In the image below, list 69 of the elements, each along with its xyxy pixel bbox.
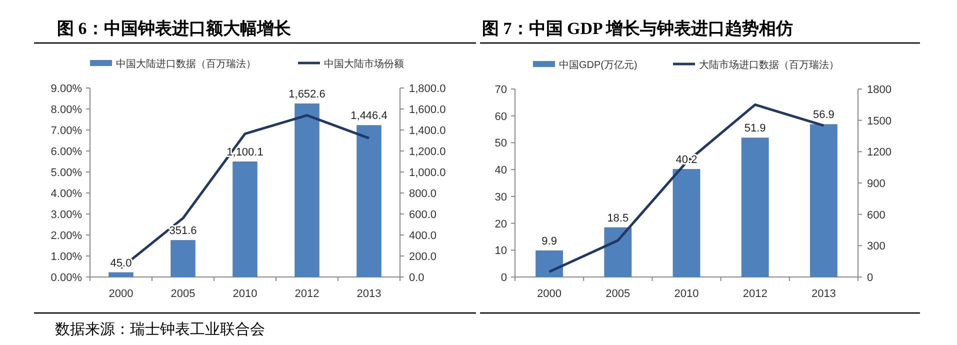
data-label: 51.9 bbox=[744, 122, 766, 135]
y2-tick-label: 1,400.0 bbox=[409, 125, 446, 137]
x-tick-label: 2010 bbox=[674, 288, 699, 300]
legend-label: 中国大陆市场份额 bbox=[324, 58, 404, 70]
x-tick-label: 2005 bbox=[606, 288, 630, 300]
y2-tick-label: 0.0 bbox=[409, 272, 424, 284]
y2-tick-label: 800.0 bbox=[409, 188, 437, 200]
legend-label: 大陆市场进口数据（百万瑞法） bbox=[699, 59, 839, 71]
y2-tick-label: 1,600.0 bbox=[409, 104, 446, 116]
y2-tick-label: 1500 bbox=[867, 115, 892, 128]
y-tick-label: 1.00% bbox=[50, 251, 82, 263]
data-label: 56.9 bbox=[812, 109, 834, 122]
source-note: 数据来源：瑞士钟表工业联合会 bbox=[55, 321, 265, 338]
data-label: 351.6 bbox=[169, 225, 197, 238]
bar bbox=[810, 124, 838, 277]
x-tick-label: 2013 bbox=[811, 288, 836, 300]
chart-title: 图 6：中国钟表进口额大幅增长 bbox=[57, 19, 292, 38]
bar bbox=[536, 250, 564, 277]
bar bbox=[356, 125, 382, 277]
bar bbox=[108, 272, 134, 277]
y-tick-label: 60 bbox=[494, 110, 507, 123]
bar bbox=[294, 103, 320, 277]
legend-label: 中国大陆进口数据（百万瑞法） bbox=[116, 58, 256, 70]
y-tick-label: 8.00% bbox=[50, 104, 82, 116]
y-tick-label: 30 bbox=[494, 191, 507, 204]
y2-tick-label: 600.0 bbox=[409, 209, 437, 221]
y-tick-label: 50 bbox=[494, 138, 507, 150]
x-tick-label: 2012 bbox=[294, 288, 320, 300]
data-label: 18.5 bbox=[607, 212, 629, 224]
bar bbox=[672, 169, 700, 277]
y-tick-label: 6.00% bbox=[50, 146, 82, 158]
data-label: 1,446.4 bbox=[350, 110, 388, 122]
y-tick-label: 9.00% bbox=[50, 83, 82, 95]
y-tick-label: 10 bbox=[494, 245, 507, 258]
y2-tick-label: 0 bbox=[867, 272, 874, 284]
bar bbox=[170, 240, 196, 277]
y2-tick-label: 1,200.0 bbox=[409, 146, 446, 158]
y2-tick-label: 600 bbox=[867, 209, 886, 222]
x-tick-label: 2010 bbox=[232, 288, 258, 300]
y-tick-label: 0 bbox=[500, 272, 507, 284]
legend-label: 中国GDP(万亿元) bbox=[559, 59, 638, 71]
y-tick-label: 5.00% bbox=[50, 167, 82, 179]
data-label: 1,652.6 bbox=[288, 88, 326, 100]
x-tick-label: 2000 bbox=[108, 288, 134, 300]
bar bbox=[604, 227, 632, 277]
y-tick-label: 40 bbox=[494, 164, 507, 177]
y2-tick-label: 200.0 bbox=[409, 251, 437, 263]
chart-title: 图 7：中国 GDP 增长与钟表进口趋势相仿 bbox=[482, 19, 794, 38]
y2-tick-label: 400.0 bbox=[409, 230, 437, 242]
y-tick-label: 7.00% bbox=[50, 125, 82, 137]
x-tick-label: 2005 bbox=[170, 288, 196, 300]
y2-tick-label: 1200 bbox=[867, 146, 892, 159]
bar bbox=[741, 138, 769, 277]
y2-tick-label: 900 bbox=[867, 178, 886, 190]
bar bbox=[232, 161, 258, 277]
x-tick-label: 2012 bbox=[742, 288, 768, 300]
x-tick-label: 2013 bbox=[356, 288, 382, 300]
y-tick-label: 2.00% bbox=[50, 230, 82, 242]
y-tick-label: 4.00% bbox=[50, 188, 82, 200]
y2-tick-label: 1,800.0 bbox=[409, 83, 446, 95]
data-label: 9.9 bbox=[542, 235, 557, 248]
y-tick-label: 70 bbox=[494, 84, 507, 96]
y2-tick-label: 300 bbox=[867, 240, 886, 253]
y2-tick-label: 1,000.0 bbox=[409, 167, 446, 179]
y-tick-label: 20 bbox=[494, 218, 507, 230]
x-tick-label: 2000 bbox=[537, 288, 562, 300]
y-tick-label: 3.00% bbox=[50, 209, 82, 221]
y-tick-label: 0.00% bbox=[50, 272, 82, 284]
y2-tick-label: 1800 bbox=[867, 84, 892, 96]
